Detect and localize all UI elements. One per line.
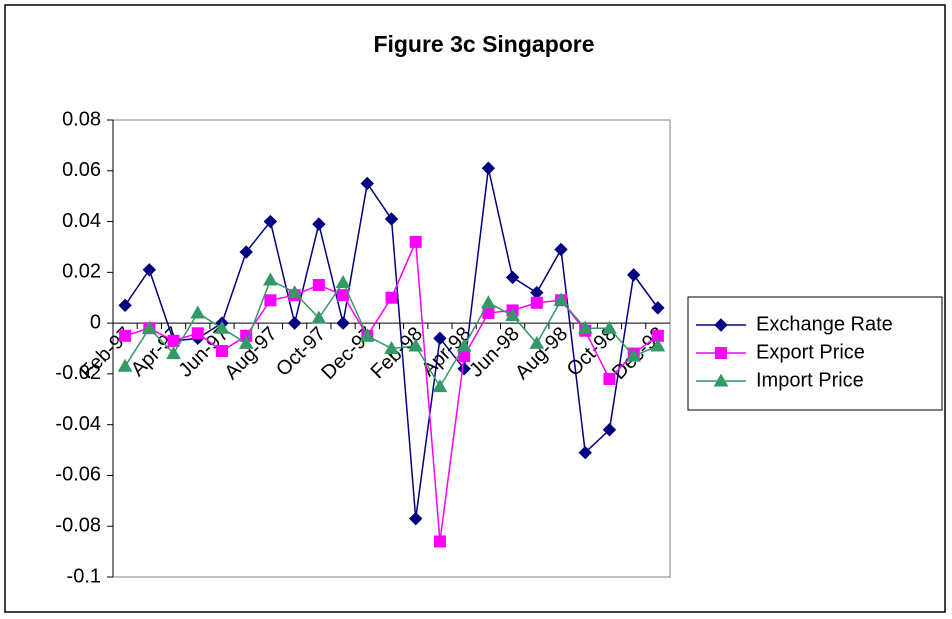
y-tick-label: 0.06 (62, 159, 101, 181)
data-point (238, 335, 254, 349)
data-point (118, 298, 132, 313)
data-point (408, 338, 424, 352)
data-point (312, 279, 325, 292)
chart-title: Figure 3c Singapore (373, 31, 594, 57)
data-point (457, 362, 471, 376)
data-point (530, 296, 543, 309)
data-point (287, 285, 302, 299)
data-point (239, 245, 253, 259)
data-point (505, 270, 520, 285)
data-point (166, 346, 181, 360)
data-point (409, 511, 423, 526)
data-point (602, 423, 617, 437)
y-tick-label: 0.08 (62, 108, 101, 130)
y-tick-label: -0.02 (55, 362, 101, 384)
data-point (191, 327, 204, 340)
data-point (312, 217, 326, 231)
data-point (214, 320, 230, 334)
legend-label: Export Price (756, 341, 865, 363)
legend-marker (714, 318, 728, 332)
legend-label: Exchange Rate (756, 313, 893, 335)
data-point (117, 358, 133, 372)
y-tick-label: 0.02 (62, 261, 101, 283)
data-point (190, 305, 206, 319)
legend-label: Import Price (756, 369, 864, 391)
y-tick-label: -0.04 (55, 413, 101, 435)
data-point (335, 274, 351, 288)
data-point (263, 272, 278, 286)
legend-marker (715, 347, 727, 359)
data-point (119, 329, 132, 342)
y-tick-label: 0.04 (62, 210, 101, 232)
data-point (650, 338, 666, 352)
data-point (360, 176, 374, 191)
data-point (384, 212, 399, 226)
data-point (554, 242, 568, 257)
data-point (311, 310, 327, 324)
data-point (626, 268, 641, 282)
data-point (359, 328, 375, 342)
legend-marker (713, 373, 729, 387)
data-point (167, 334, 180, 347)
data-point (578, 445, 592, 460)
data-point (529, 335, 545, 349)
data-point (385, 291, 398, 304)
data-point (141, 320, 157, 334)
data-point (481, 295, 496, 309)
data-point (142, 263, 157, 277)
data-point (384, 340, 399, 354)
y-tick-label: -0.1 (67, 565, 101, 587)
data-point (553, 292, 569, 306)
data-point (577, 320, 593, 334)
data-point (626, 348, 642, 362)
data-point (432, 379, 448, 393)
y-tick-label: -0.08 (55, 515, 101, 537)
data-point (651, 301, 665, 315)
data-point (287, 316, 302, 330)
data-point (433, 331, 447, 346)
data-point (263, 214, 278, 229)
data-point (505, 307, 520, 321)
y-tick-label: 0 (90, 311, 101, 333)
data-point (215, 345, 228, 358)
data-point (264, 294, 277, 307)
data-point (433, 535, 446, 548)
data-point (481, 161, 496, 175)
data-point (456, 338, 472, 352)
data-point (603, 372, 616, 385)
y-tick-label: -0.06 (55, 464, 101, 486)
data-point (336, 316, 350, 330)
data-point (409, 235, 422, 248)
data-point (602, 320, 617, 334)
